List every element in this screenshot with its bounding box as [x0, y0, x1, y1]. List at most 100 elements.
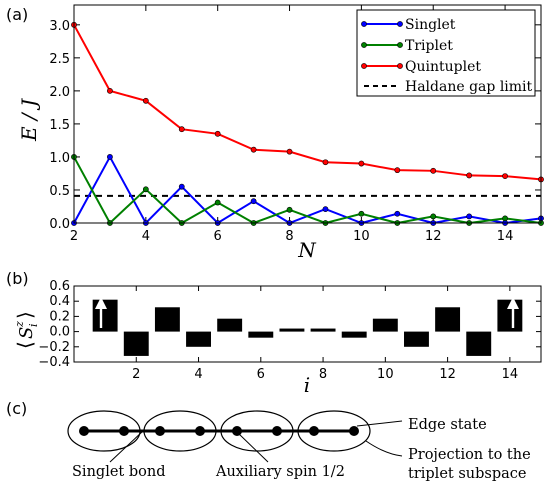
- quintuplet-point: [178, 126, 185, 133]
- aklt-diagram: Edge state Singlet bond Auxiliary spin 1…: [67, 410, 531, 482]
- legend-singlet-marker-right: [397, 21, 403, 27]
- x-tick-label: 8: [285, 229, 293, 244]
- magnetization-bar: [248, 331, 274, 338]
- y-tick-label: 3.0: [49, 19, 70, 34]
- site-ellipse-4: [297, 410, 371, 452]
- triplet-point: [358, 210, 365, 217]
- energy-chart-legend: Singlet Triplet Quintuplet Haldane gap l…: [356, 9, 536, 97]
- triplet-point: [430, 213, 437, 220]
- quintuplet-point: [358, 160, 365, 167]
- legend-triplet-label: Triplet: [405, 38, 453, 54]
- magnetization-chart: 2 4 6 8 10 12 14 −0.4−0.20.00.20.40.6 ⟨ S z i ⟩…: [13, 279, 542, 397]
- y-tick-label: 0.4: [49, 294, 70, 309]
- magnetization-bar: [404, 331, 429, 347]
- legend-entry-triplet: Triplet: [361, 38, 453, 54]
- legend-quintuplet-label: Quintuplet: [405, 59, 481, 75]
- ylabel-sub-i: i: [27, 323, 40, 327]
- y-tick-label: 1.0: [49, 151, 70, 166]
- singlet-point: [107, 154, 113, 160]
- singlet-point: [250, 198, 257, 205]
- magnetization-bar: [123, 331, 149, 356]
- y-tick-label: 0.5: [49, 184, 70, 199]
- magnetization-chart-ticks: [74, 285, 541, 363]
- pointer-edge-state: [356, 420, 403, 427]
- magnetization-chart-xlabel: i: [304, 373, 310, 397]
- x-tick-label: 2: [70, 229, 78, 244]
- y-tick-label: 0.0: [49, 217, 70, 232]
- triplet-point: [286, 206, 293, 213]
- triplet-point: [502, 215, 508, 222]
- ylabel-right-bracket: ⟩: [13, 311, 37, 319]
- label-edge-state: Edge state: [408, 417, 487, 433]
- magnetization-bar: [186, 331, 211, 347]
- x-tick-label: 14: [497, 229, 514, 244]
- auxiliary-spin-dot: [79, 426, 89, 436]
- auxiliary-spin-dot: [232, 426, 242, 436]
- singlet-point: [394, 210, 401, 217]
- quintuplet-point: [142, 97, 149, 104]
- energy-chart: 2 4 6 8 10 12 140.00.51.01.52.02.53.0 E / J N …: [17, 4, 544, 262]
- panel-label-a: (a): [6, 5, 28, 24]
- ylabel-sup-z: z: [13, 321, 26, 328]
- legend-quintuplet-marker-right: [397, 63, 403, 69]
- legend-singlet-label: Singlet: [405, 17, 456, 33]
- magnetization-bar: [341, 331, 367, 338]
- x-tick-label: 12: [439, 367, 456, 382]
- triplet-series-line: [73, 156, 542, 225]
- site-ellipse-2: [143, 410, 217, 452]
- auxiliary-spin-dot: [349, 426, 359, 436]
- x-tick-label: 8: [319, 367, 327, 382]
- legend-triplet-marker-left: [361, 42, 367, 48]
- x-tick-label: 4: [194, 367, 202, 382]
- magnetization-bar: [310, 328, 336, 332]
- panel-label-b: (b): [6, 269, 29, 288]
- triplet-point: [214, 199, 221, 206]
- magnetization-bar: [92, 299, 118, 332]
- auxiliary-spin-dot: [119, 426, 129, 436]
- magnetization-chart-ylabel: ⟨ S z i ⟩: [13, 311, 40, 349]
- magnetization-bar: [466, 331, 492, 356]
- x-tick-label: 12: [425, 229, 442, 244]
- legend-entry-quintuplet: Quintuplet: [361, 59, 481, 75]
- auxiliary-spin-dot: [195, 426, 205, 436]
- energy-chart-series: [71, 21, 544, 226]
- magnetization-chart-frame: [73, 285, 542, 363]
- magnetization-bar: [279, 328, 305, 332]
- x-tick-label: 6: [214, 229, 222, 244]
- quintuplet-point: [286, 148, 293, 155]
- magnetization-bar: [497, 299, 523, 332]
- legend-triplet-marker-right: [397, 42, 403, 48]
- magnetization-bar: [435, 307, 461, 332]
- y-tick-label: 0.6: [49, 279, 70, 294]
- energy-chart-ylabel: E / J: [17, 98, 41, 142]
- magnetization-bar: [154, 307, 180, 332]
- ylabel-left-bracket: ⟨: [13, 341, 37, 349]
- x-tick-label: 2: [132, 367, 140, 382]
- triplet-point: [142, 186, 149, 193]
- x-tick-label: 4: [142, 229, 150, 244]
- panel-label-c: (c): [6, 399, 27, 418]
- quintuplet-point: [466, 172, 473, 179]
- y-tick-label: −0.4: [38, 355, 70, 370]
- pointer-singlet-bond: [109, 430, 144, 463]
- auxiliary-spin-dot: [155, 426, 165, 436]
- x-tick-label: 10: [377, 367, 394, 382]
- energy-chart-frame: [73, 4, 542, 224]
- y-tick-label: 0.2: [49, 309, 70, 324]
- magnetization-bar: [372, 318, 398, 332]
- y-tick-label: 1.5: [49, 118, 70, 133]
- legend-singlet-marker-left: [361, 21, 367, 27]
- quintuplet-point: [502, 173, 508, 179]
- legend-quintuplet-marker-left: [361, 63, 367, 69]
- y-tick-label: 2.5: [49, 52, 70, 67]
- singlet-point: [466, 213, 473, 220]
- energy-chart-tick-labels: 2 4 6 8 10 12 14 0.0 0.5 1.0 1.5 2.0 2.5 3.0: [49, 19, 513, 244]
- pointer-auxiliary-spin: [237, 432, 269, 463]
- label-auxiliary-spin: Auxiliary spin 1/2: [215, 464, 345, 480]
- ylabel-s: S: [16, 327, 37, 339]
- magnetization-bar: [217, 318, 243, 332]
- y-tick-label: 2.0: [49, 85, 70, 100]
- label-projection-line2: triplet subspace: [408, 466, 526, 482]
- singlet-point: [322, 206, 329, 213]
